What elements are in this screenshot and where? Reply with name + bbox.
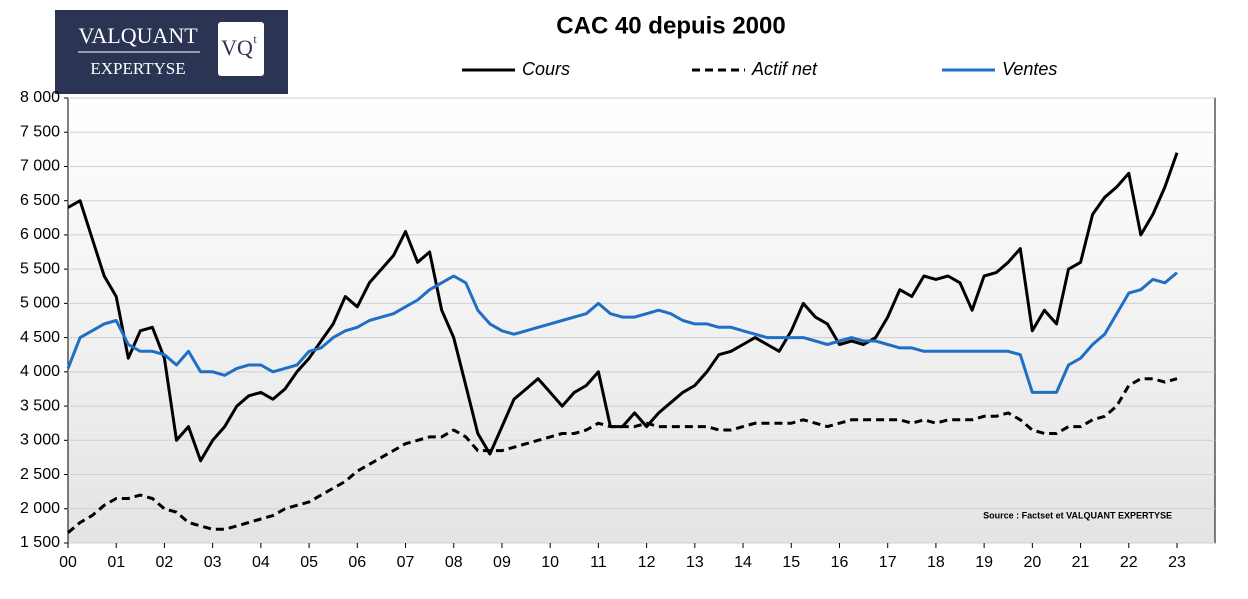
x-tick-label: 17 <box>879 554 897 571</box>
x-tick-label: 08 <box>445 554 463 571</box>
x-tick-label: 16 <box>831 554 849 571</box>
legend-label: Ventes <box>1002 59 1057 79</box>
logo-line1: VALQUANT <box>78 23 198 48</box>
x-tick-label: 15 <box>782 554 800 571</box>
x-tick-label: 11 <box>590 554 607 571</box>
x-tick-label: 09 <box>493 554 511 571</box>
logo: VALQUANT EXPERTYSE VQ t <box>55 10 288 94</box>
y-tick-label: 7 000 <box>20 158 60 175</box>
plot-area <box>67 97 1216 544</box>
x-tick-label: 04 <box>252 554 270 571</box>
x-tick-label: 20 <box>1023 554 1041 571</box>
y-tick-label: 6 000 <box>20 226 60 243</box>
y-tick-label: 4 000 <box>20 363 60 380</box>
logo-mark-sup: t <box>253 32 257 46</box>
y-tick-label: 8 000 <box>20 89 60 106</box>
x-tick-label: 14 <box>734 554 752 571</box>
y-tick-label: 5 000 <box>20 295 60 312</box>
y-tick-label: 7 500 <box>20 123 60 140</box>
chart-title: CAC 40 depuis 2000 <box>556 12 785 39</box>
y-tick-label: 6 500 <box>20 192 60 209</box>
legend-label: Cours <box>522 59 570 79</box>
x-tick-label: 23 <box>1168 554 1186 571</box>
y-tick-label: 3 500 <box>20 397 60 414</box>
y-tick-label: 2 000 <box>20 500 60 517</box>
x-tick-label: 01 <box>107 554 125 571</box>
x-tick-label: 07 <box>397 554 415 571</box>
x-tick-label: 12 <box>638 554 656 571</box>
x-tick-label: 06 <box>348 554 366 571</box>
x-tick-label: 13 <box>686 554 704 571</box>
x-tick-label: 02 <box>156 554 174 571</box>
legend-label: Actif net <box>751 59 818 79</box>
x-tick-label: 21 <box>1072 554 1090 571</box>
x-tick-label: 03 <box>204 554 222 571</box>
series-line <box>67 377 1178 534</box>
y-tick-label: 2 500 <box>20 466 60 483</box>
y-tick-label: 1 500 <box>20 534 60 551</box>
x-tick-label: 05 <box>300 554 318 571</box>
x-tick-label: 00 <box>59 554 77 571</box>
logo-badge <box>218 22 264 76</box>
x-tick-label: 18 <box>927 554 945 571</box>
x-tick-label: 10 <box>541 554 559 571</box>
series-line <box>66 271 1178 394</box>
x-tick-label: 22 <box>1120 554 1138 571</box>
logo-line2: EXPERTYSE <box>90 59 185 78</box>
y-tick-label: 3 000 <box>20 432 60 449</box>
y-tick-label: 4 500 <box>20 329 60 346</box>
y-tick-label: 5 500 <box>20 260 60 277</box>
x-tick-label: 19 <box>975 554 993 571</box>
logo-mark: VQ <box>221 35 253 60</box>
source-note: Source : Factset et VALQUANT EXPERTYSE <box>983 510 1172 520</box>
